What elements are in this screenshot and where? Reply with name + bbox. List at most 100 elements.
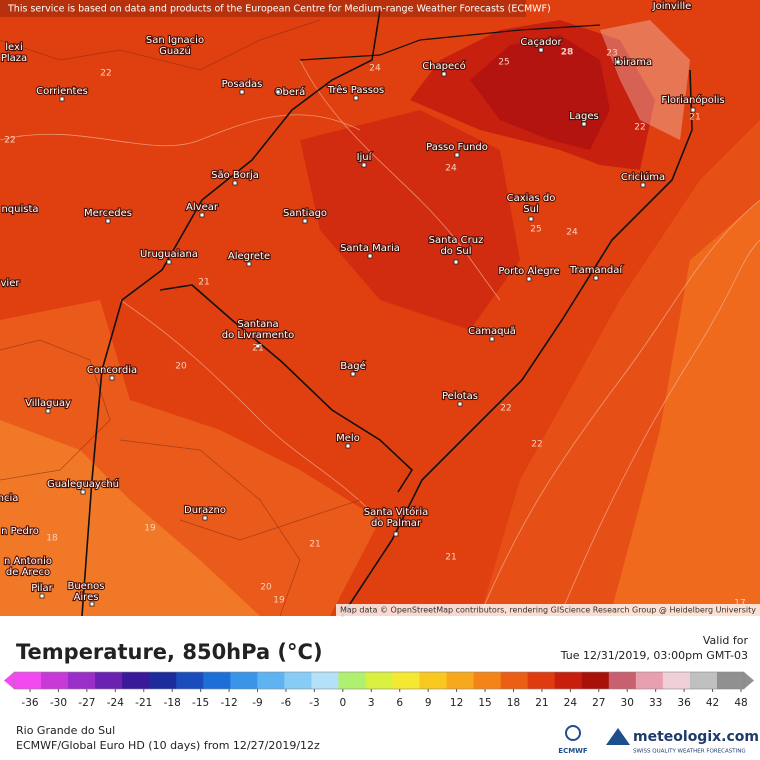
scale-tick-label: 6: [396, 697, 403, 709]
place-label: Chapecó: [422, 60, 466, 72]
place-marker: [105, 218, 111, 224]
scale-swatch: [230, 672, 258, 689]
place-label: Criciúma: [621, 171, 665, 183]
place-label: n Antonio: [4, 556, 52, 567]
scale-tick-label: -24: [107, 697, 124, 709]
place-label: Santiago: [283, 208, 327, 219]
scale-swatch: [122, 672, 150, 689]
contour-label: 20: [260, 583, 272, 593]
contour-label: 22: [500, 404, 511, 414]
place-label: n Pedro: [1, 526, 39, 537]
place-marker: [453, 259, 459, 265]
scale-tick-label: -15: [192, 697, 209, 709]
place-marker: [59, 96, 65, 102]
place-marker: [454, 152, 460, 158]
place-label: Florianópolis: [661, 94, 724, 106]
scale-swatch: [392, 672, 421, 689]
place-marker: [232, 180, 238, 186]
place-marker: [275, 89, 281, 95]
contour-label: 17: [734, 599, 745, 609]
meteologix-logo: meteologix.com: [633, 729, 759, 745]
contour-label: 22: [634, 123, 645, 133]
place-label: Santana: [237, 319, 278, 330]
place-marker: [393, 531, 399, 537]
contour-label: 21: [689, 113, 700, 123]
place-label: Sul: [523, 204, 538, 215]
place-label: lexi: [5, 42, 22, 53]
place-label: Corrientes: [36, 86, 88, 97]
place-label: Santa Cruz: [429, 235, 484, 246]
legend-panel: Temperature, 850hPa (°C) Valid for Tue 1…: [4, 634, 759, 755]
place-marker: [246, 261, 252, 267]
place-label: Buenos: [67, 581, 104, 592]
scale-swatch: [473, 672, 502, 689]
scale-swatch: [203, 672, 231, 689]
contour-label: 24: [445, 164, 457, 174]
scale-tick-label: 3: [368, 697, 375, 709]
place-marker: [441, 71, 447, 77]
place-marker: [255, 343, 261, 349]
contour-labels: 28 25 23 22 22 24 22 21 24 25 24 21 21 20 22 22 19 18 21 21…: [4, 48, 745, 609]
place-label: Alvear: [186, 202, 219, 213]
place-label: Tramandaí: [569, 264, 624, 276]
scale-swatch: [14, 672, 42, 689]
place-marker: [302, 218, 308, 224]
scale-tick-label: 24: [564, 697, 578, 709]
place-marker: [361, 162, 367, 168]
contour-label: 24: [566, 228, 578, 238]
place-label: Mercedes: [84, 208, 132, 219]
scale-swatch: [581, 672, 610, 689]
scale-tick-label: -3: [309, 697, 319, 709]
place-marker: [581, 121, 587, 127]
place-label: Ijuí: [357, 151, 373, 163]
scale-swatch: [635, 672, 664, 689]
place-marker: [202, 515, 208, 521]
place-label: Porto Alegre: [498, 266, 559, 277]
place-label: Gualeguaychú: [47, 478, 119, 490]
place-label: Villaguay: [25, 398, 71, 409]
place-marker: [345, 443, 351, 449]
place-label: Santa Maria: [340, 243, 400, 254]
scale-tick-label: 48: [734, 697, 747, 709]
place-label: São Borja: [211, 170, 259, 181]
contour-label: 21: [309, 540, 320, 550]
contour-label: 21: [445, 553, 456, 563]
contour-label: 19: [273, 596, 285, 606]
place-marker: [690, 107, 696, 113]
scale-tick-label: -9: [252, 697, 262, 709]
place-labels: Joinville Caçador Chapecó Ibirama San Ignaci…: [0, 0, 726, 607]
scale-swatch: [338, 672, 366, 689]
scale-tick-label: -27: [78, 697, 95, 709]
place-marker: [350, 371, 356, 377]
scale-swatch: [554, 672, 583, 689]
place-marker: [89, 601, 95, 607]
scale-tick-label: 21: [535, 697, 548, 709]
place-marker: [593, 275, 599, 281]
place-marker: [199, 212, 205, 218]
place-marker: [239, 89, 245, 95]
place-label: Plaza: [1, 53, 27, 64]
place-label: Oberá: [275, 86, 306, 98]
scale-swatch: [176, 672, 204, 689]
place-label: Passo Fundo: [426, 142, 488, 153]
place-label: Alegrete: [228, 251, 270, 262]
contour-label: 21: [252, 344, 263, 354]
contour-label: 18: [46, 534, 58, 544]
place-label: Pilar: [31, 583, 53, 594]
scale-tick-label: 9: [425, 697, 432, 709]
meteologix-tagline: SWISS QUALITY WEATHER FORECASTING: [633, 749, 746, 755]
place-label: Camaquã: [468, 326, 516, 337]
place-label: Melo: [336, 433, 360, 444]
place-label: Uruguaiana: [140, 249, 198, 260]
ecmwf-logo: ECMWF: [558, 747, 588, 755]
scale-swatch: [365, 672, 394, 689]
place-label: Lages: [569, 111, 598, 122]
place-marker: [166, 259, 172, 265]
place-marker: [367, 253, 373, 259]
contour-label: 22: [4, 136, 15, 146]
place-marker: [353, 95, 359, 101]
place-label: ncia: [0, 493, 18, 504]
place-label: San Ignacio: [146, 35, 204, 46]
place-marker: [526, 276, 532, 282]
